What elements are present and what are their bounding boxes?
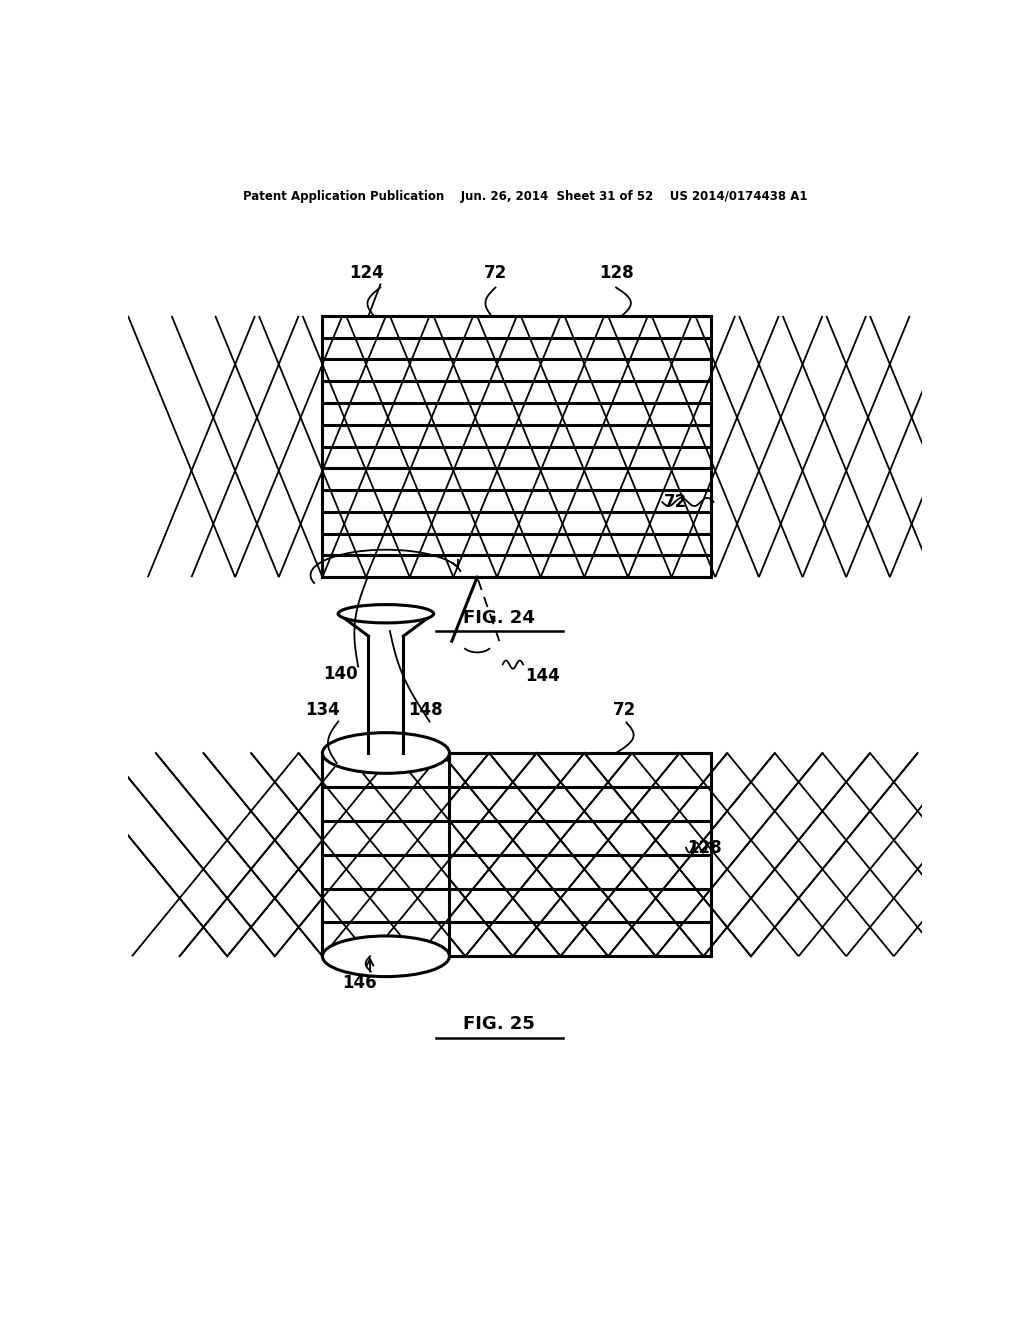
Text: 146: 146 — [342, 974, 377, 991]
Text: FIG. 24: FIG. 24 — [464, 609, 536, 627]
Bar — [323, 315, 712, 577]
Text: 128: 128 — [687, 838, 722, 857]
Text: 140: 140 — [324, 664, 358, 682]
Text: 134: 134 — [305, 701, 340, 719]
Bar — [323, 752, 450, 956]
Bar — [323, 752, 712, 956]
Ellipse shape — [323, 936, 450, 977]
Ellipse shape — [338, 605, 433, 623]
Text: 72: 72 — [483, 264, 507, 282]
Text: 128: 128 — [599, 264, 634, 282]
Text: Patent Application Publication    Jun. 26, 2014  Sheet 31 of 52    US 2014/01744: Patent Application Publication Jun. 26, … — [243, 190, 807, 202]
Text: 72: 72 — [612, 701, 636, 719]
Text: 124: 124 — [349, 264, 383, 282]
Text: FIG. 25: FIG. 25 — [464, 1015, 536, 1034]
Text: 144: 144 — [524, 667, 559, 685]
Ellipse shape — [323, 733, 450, 774]
Text: 148: 148 — [409, 701, 443, 719]
Text: 72: 72 — [664, 492, 687, 511]
